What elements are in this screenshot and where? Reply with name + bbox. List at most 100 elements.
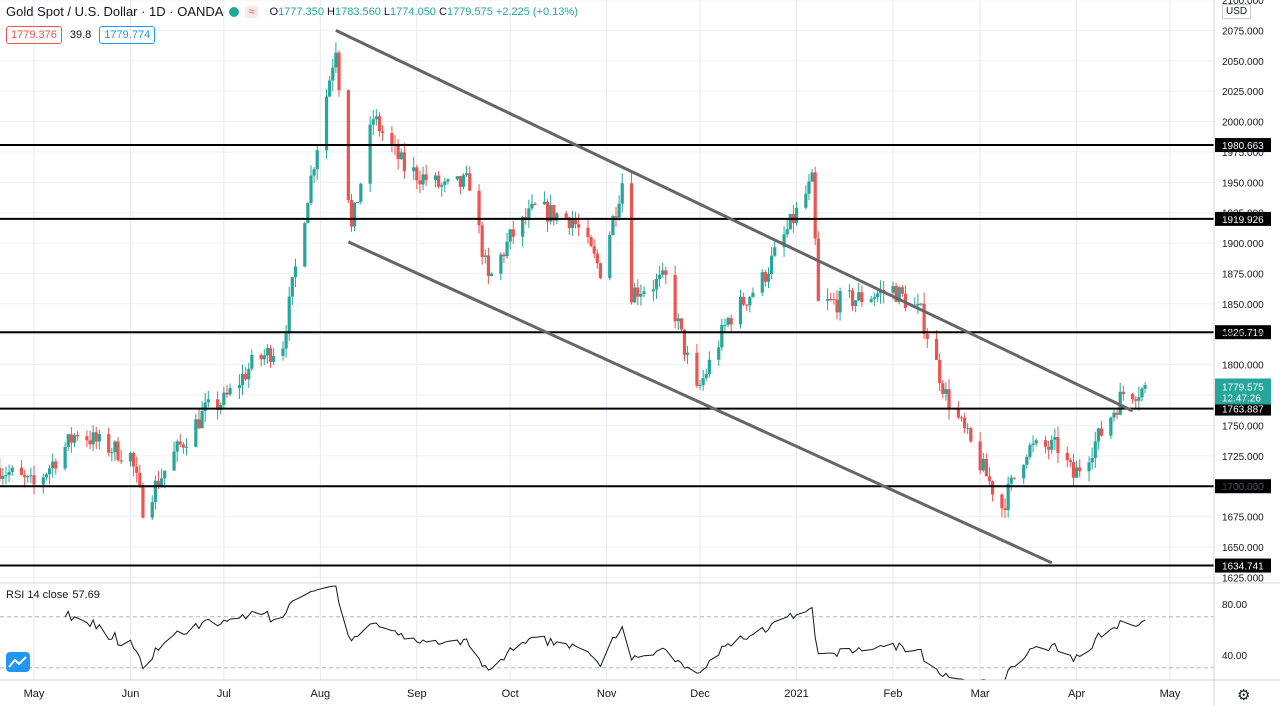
candle (978, 432, 982, 475)
candle (642, 286, 646, 298)
candle-body (244, 373, 248, 380)
candle (75, 431, 80, 441)
candle-body (794, 207, 799, 224)
candle (1087, 456, 1091, 482)
candle-body (1099, 428, 1104, 436)
candle (682, 329, 687, 362)
candle-body (41, 477, 45, 485)
candle-body (1071, 462, 1076, 478)
candle (138, 464, 142, 489)
candle-body (742, 296, 746, 305)
candle (1096, 427, 1101, 450)
candle (1050, 435, 1054, 454)
candle-body (695, 352, 699, 386)
candle (1034, 438, 1038, 447)
candle (595, 249, 599, 269)
gear-icon[interactable]: ⚙ (1237, 687, 1251, 704)
candle (10, 465, 14, 477)
candle-body (807, 181, 811, 194)
candle (312, 167, 316, 183)
candle-body (738, 296, 743, 325)
candle (402, 142, 406, 179)
candle-body (530, 203, 534, 209)
candle (200, 401, 204, 429)
candle (1028, 442, 1032, 460)
candle (309, 165, 313, 206)
buy-price-button[interactable]: 1779.774 (99, 26, 156, 44)
candle (987, 467, 992, 486)
rsi-legend[interactable]: RSI 14 close 57.69 (6, 589, 100, 601)
rsi-pane: 80.00 40.00 (0, 582, 1280, 681)
axis-labels: May Jun Jul Aug Sep Oct Nov Dec 2021 Feb Mar Apr May… (24, 0, 1271, 700)
candle (832, 292, 836, 305)
candle (128, 451, 133, 467)
candle-body (69, 434, 73, 443)
candle-body (135, 466, 139, 473)
trendlines[interactable] (335, 29, 1134, 565)
candle-body (247, 368, 251, 380)
sell-price-button[interactable]: 1779.376 (6, 26, 62, 44)
candle-body (26, 476, 30, 478)
candle-body (1087, 462, 1091, 472)
candle (172, 441, 176, 471)
tradingview-logo-icon[interactable] (6, 652, 30, 672)
candle (511, 220, 515, 244)
candle (813, 166, 817, 246)
x-tick-label: Jul (217, 688, 231, 700)
candle-body (216, 399, 220, 410)
candle-body (128, 452, 133, 462)
candle-body (1065, 453, 1069, 461)
market-status-icon[interactable] (229, 6, 240, 17)
candle (352, 202, 357, 232)
candle-body (237, 384, 242, 389)
candle-body (477, 190, 481, 226)
candle-body (116, 441, 120, 461)
candle-body (934, 338, 939, 360)
candle-body (707, 359, 711, 375)
candle (483, 249, 487, 264)
candle-body (1050, 439, 1054, 450)
y-tick-label: 1675.000 (1222, 513, 1264, 524)
wave-icon[interactable]: ≈ (245, 5, 258, 18)
candle (374, 109, 378, 126)
candle (773, 239, 777, 258)
level-label: 1763.887 (1222, 405, 1264, 416)
level-label-bg (1215, 211, 1271, 226)
candle (1134, 396, 1138, 409)
candle (184, 438, 189, 456)
candle-body (633, 287, 637, 303)
candle-body (75, 435, 80, 437)
candle (29, 467, 33, 484)
rsi-tick-label: 80.00 (1222, 600, 1247, 611)
last-price-label: 1779.575 (1222, 382, 1264, 393)
candle-body (1056, 437, 1060, 454)
candle-body (894, 286, 898, 302)
candle (63, 442, 67, 471)
candle-body (962, 417, 967, 429)
currency-badge[interactable]: USD (1222, 4, 1252, 19)
candle-body (773, 247, 777, 256)
candle-body (222, 392, 226, 405)
candle (981, 452, 985, 472)
candle (984, 453, 988, 477)
candle-body (44, 474, 49, 478)
candle (19, 460, 24, 476)
symbol-title[interactable]: Gold Spot / U.S. Dollar · 1D · OANDA (6, 4, 224, 19)
candle (770, 247, 774, 280)
candle-body (521, 216, 525, 237)
candle (26, 474, 30, 483)
candle-body (455, 176, 459, 180)
candle (502, 252, 506, 263)
candle (726, 316, 730, 328)
horizontal-levels[interactable]: 1980.663 1919.926 1826.719 1763.887 1700.000… (0, 138, 1271, 573)
candle-body (502, 254, 506, 257)
candle (91, 425, 95, 452)
candle (860, 285, 864, 307)
candle-body (959, 417, 964, 419)
candle-body (869, 299, 873, 303)
candle-body (614, 216, 618, 218)
candle-body (978, 441, 982, 471)
candle-body (875, 293, 880, 298)
